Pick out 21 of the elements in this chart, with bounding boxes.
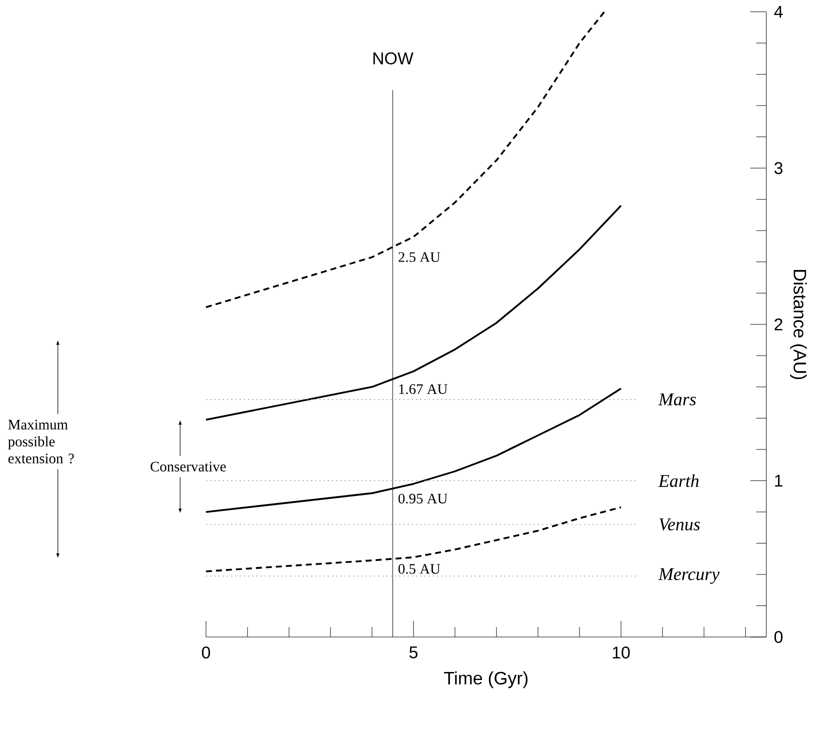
annotation: 2.5 AU [398, 252, 440, 262]
text: Maximum possible extension ? [8, 420, 74, 464]
annotation: 0.95 AU [398, 494, 448, 504]
ref-line-label: Earth [658, 474, 699, 488]
x-tick-label: 0 [202, 646, 210, 659]
y-tick-label: 2 [774, 318, 782, 330]
annotation: Conservative [150, 462, 226, 472]
y-tick-label: 4 [774, 6, 783, 18]
x-tick-label: 10 [612, 646, 630, 659]
ref-line-label: Mercury [658, 568, 720, 584]
annotation: 0.5 AU [398, 564, 440, 574]
x-axis-title: Time (Gyr) [444, 671, 528, 688]
ref-line-label: NOW [373, 52, 414, 64]
x-tick-label: 5 [409, 646, 418, 658]
y-tick-label: 1 [775, 474, 782, 487]
y-tick-label: 3 [774, 162, 782, 174]
ref-line-label: Mars [658, 393, 696, 406]
ref-line-label: Venus [659, 518, 700, 530]
y-tick-label: 0 [774, 631, 783, 644]
annotation: 1.67 AU [399, 384, 448, 394]
y-axis-title: Distance (AU) [790, 270, 807, 380]
